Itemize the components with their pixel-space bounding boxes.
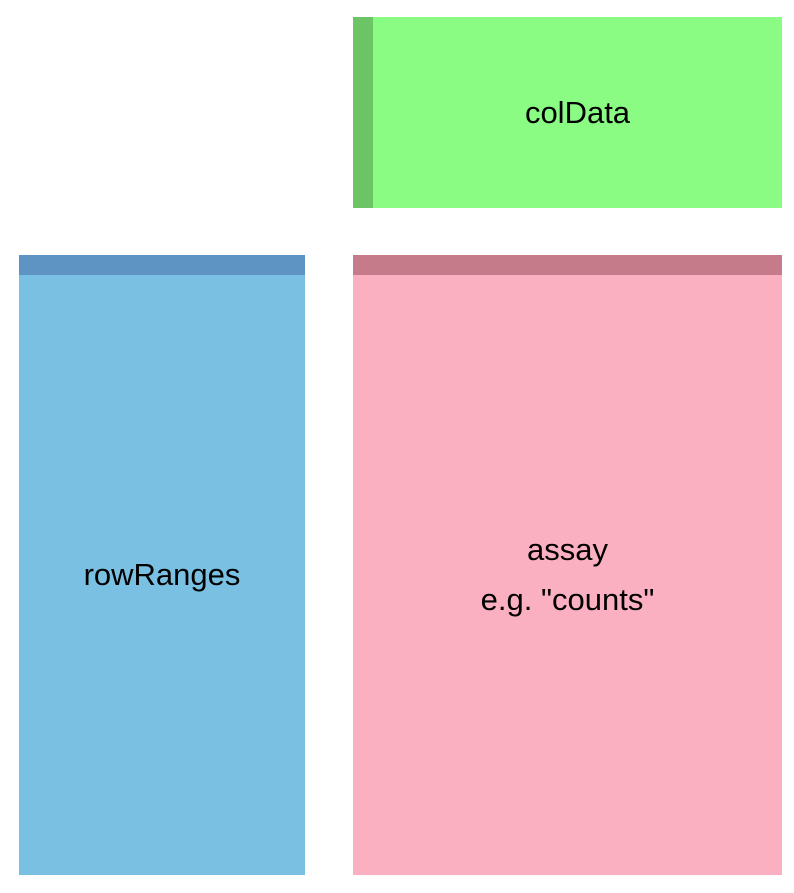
rowranges-block: rowRanges (19, 255, 305, 875)
rowranges-label: rowRanges (83, 557, 241, 592)
assay-block: assay e.g. "counts" (353, 255, 782, 875)
assay-label-group: assay e.g. "counts" (481, 525, 655, 625)
assay-stripe (353, 255, 782, 275)
coldata-block: colData (353, 17, 782, 208)
coldata-stripe (353, 17, 373, 208)
rowranges-stripe (19, 255, 305, 275)
assay-label: assay (527, 532, 608, 567)
assay-sublabel: e.g. "counts" (480, 582, 655, 617)
coldata-label: colData (524, 94, 631, 130)
